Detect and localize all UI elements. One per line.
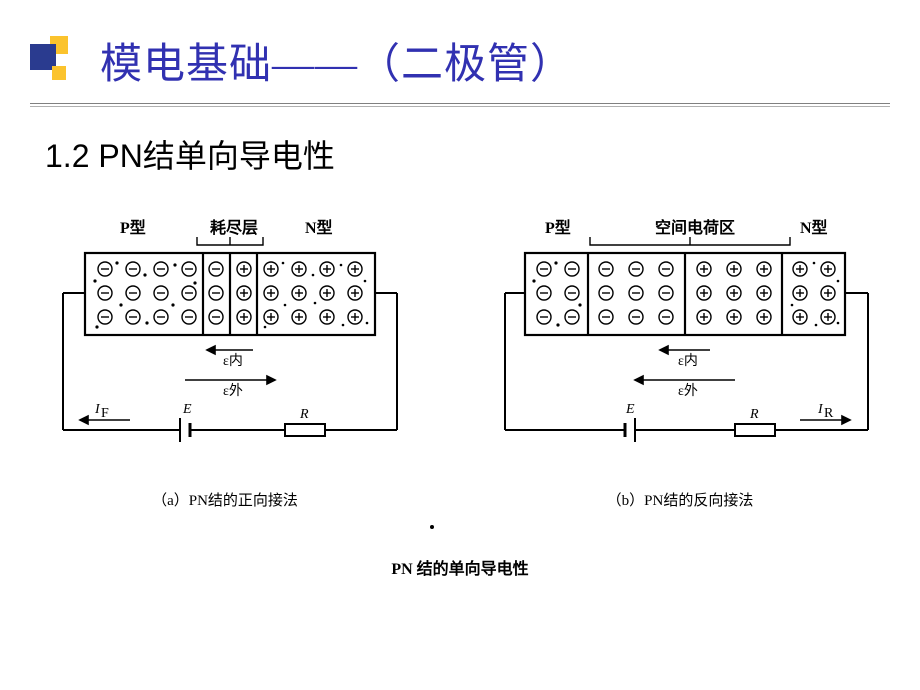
source-label: E <box>182 402 192 417</box>
caption-left: （a）PN结的正向接法 <box>25 489 425 510</box>
resistor-label: R <box>299 407 309 422</box>
title-decoration <box>30 36 80 86</box>
circuit-forward-bias: P型 耗尽层 N型 <box>25 215 425 510</box>
caption-right: （b）PN结的反向接法 <box>470 489 890 510</box>
p-region-label-r: P型 <box>545 219 571 237</box>
e-external-label-r: ε外 <box>678 383 698 399</box>
n-region-label: N型 <box>305 219 333 237</box>
current-forward-sub: F <box>101 406 109 421</box>
p-region-label: P型 <box>120 219 146 237</box>
page-title: 模电基础——（二极管） <box>100 30 573 91</box>
master-caption: PN 结的单向导电性 <box>0 555 920 579</box>
current-reverse-label: I <box>817 402 824 417</box>
separator-dot <box>430 525 434 529</box>
circuit-reverse-bias: P型 空间电荷区 N型 <box>470 215 890 510</box>
space-charge-label: 空间电荷区 <box>655 218 735 237</box>
source-label-r: E <box>625 402 635 417</box>
section-heading: 1.2 PN结单向导电性 <box>0 106 920 177</box>
title-underline <box>30 103 890 106</box>
current-reverse-sub: R <box>824 406 834 421</box>
circuit-forward-svg: P型 耗尽层 N型 <box>25 215 425 485</box>
resistor-label-r: R <box>749 407 759 422</box>
n-region-label-r: N型 <box>800 219 828 237</box>
diagram-area: P型 耗尽层 N型 <box>25 215 895 555</box>
depletion-label: 耗尽层 <box>210 218 258 237</box>
e-internal-label: ε内 <box>223 353 243 369</box>
decoration-square <box>52 66 66 80</box>
circuit-reverse-svg: P型 空间电荷区 N型 <box>470 215 890 485</box>
e-external-label: ε外 <box>223 383 243 399</box>
title-bar: 模电基础——（二极管） <box>0 0 920 91</box>
current-forward-label: I <box>94 402 101 417</box>
e-internal-label-r: ε内 <box>678 353 698 369</box>
